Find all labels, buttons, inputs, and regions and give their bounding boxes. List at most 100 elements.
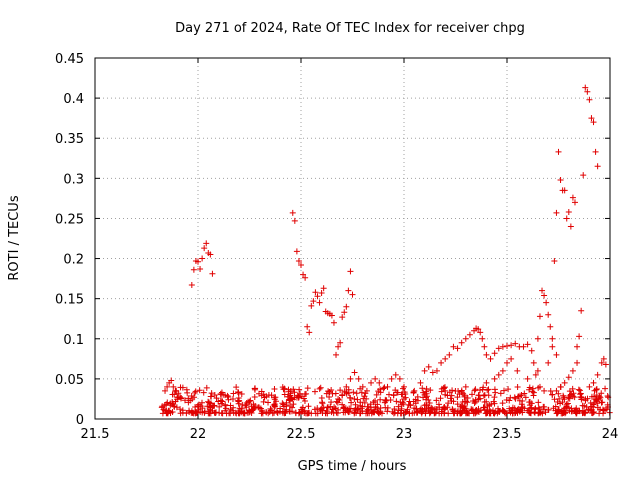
- data-point: [177, 406, 184, 413]
- data-point: [208, 400, 215, 407]
- data-point: [582, 396, 589, 403]
- data-point: [531, 406, 538, 413]
- data-point: [594, 400, 601, 407]
- data-point: [296, 409, 303, 416]
- data-point: [386, 391, 393, 398]
- data-point: [534, 367, 541, 374]
- data-point: [479, 386, 486, 393]
- data-point: [506, 408, 513, 415]
- data-point: [181, 397, 188, 404]
- data-point: [190, 266, 197, 273]
- data-point: [364, 410, 371, 417]
- data-point: [211, 391, 218, 398]
- data-point: [484, 407, 491, 414]
- data-point: [499, 406, 506, 413]
- data-point: [531, 409, 538, 416]
- data-point: [349, 291, 356, 298]
- data-point: [524, 375, 531, 382]
- data-point: [195, 403, 202, 410]
- data-point: [565, 374, 572, 381]
- data-point: [243, 404, 250, 411]
- data-point: [551, 396, 558, 403]
- data-point: [159, 410, 166, 417]
- data-point: [495, 345, 502, 352]
- data-point: [211, 402, 218, 409]
- data-point: [335, 343, 342, 350]
- data-point: [449, 407, 456, 414]
- data-point: [334, 399, 341, 406]
- data-point: [216, 409, 223, 416]
- data-point: [367, 401, 374, 408]
- data-point: [483, 351, 490, 358]
- data-point: [238, 390, 245, 397]
- data-point: [480, 392, 487, 399]
- data-point: [291, 217, 298, 224]
- y-tick-label: 0.05: [55, 373, 84, 388]
- data-point: [285, 386, 292, 393]
- data-point: [549, 343, 556, 350]
- data-point: [560, 394, 567, 401]
- data-point: [198, 399, 205, 406]
- data-point: [492, 409, 499, 416]
- data-point: [410, 398, 417, 405]
- data-point: [347, 394, 354, 401]
- data-point: [324, 404, 331, 411]
- data-point: [580, 172, 587, 179]
- data-point: [287, 397, 294, 404]
- data-point: [207, 251, 214, 258]
- data-point: [260, 398, 267, 405]
- data-point: [183, 410, 190, 417]
- data-point: [535, 384, 542, 391]
- data-point: [557, 384, 564, 391]
- data-point: [332, 390, 339, 397]
- data-point: [506, 397, 513, 404]
- data-point: [584, 88, 591, 95]
- data-point: [293, 248, 300, 255]
- data-point: [163, 401, 170, 408]
- data-point: [376, 379, 383, 386]
- data-point: [333, 351, 340, 358]
- data-point: [423, 396, 430, 403]
- data-point: [529, 385, 536, 392]
- data-point: [600, 410, 607, 417]
- data-point: [192, 403, 199, 410]
- data-point: [555, 390, 562, 397]
- data-point: [507, 394, 514, 401]
- data-point: [283, 402, 290, 409]
- data-point: [295, 257, 302, 264]
- data-point: [389, 408, 396, 415]
- data-point: [403, 408, 410, 415]
- data-point: [203, 240, 210, 247]
- x-tick-label: 23: [396, 427, 413, 442]
- data-point: [514, 409, 521, 416]
- data-point: [250, 406, 257, 413]
- data-point: [579, 402, 586, 409]
- data-point: [590, 408, 597, 415]
- data-point: [479, 335, 486, 342]
- data-point: [590, 379, 597, 386]
- x-tick-label: 24: [602, 427, 619, 442]
- data-point: [233, 384, 240, 391]
- data-point: [528, 405, 535, 412]
- data-point: [454, 401, 461, 408]
- data-point: [384, 408, 391, 415]
- data-point: [348, 399, 355, 406]
- y-tick-label: 0.1: [63, 333, 84, 348]
- data-point: [188, 392, 195, 399]
- data-point: [271, 386, 278, 393]
- data-point: [524, 407, 531, 414]
- data-point: [592, 148, 599, 155]
- data-point: [326, 394, 333, 401]
- data-point: [391, 409, 398, 416]
- data-point: [201, 408, 208, 415]
- data-point: [220, 391, 227, 398]
- data-point: [371, 408, 378, 415]
- data-point: [227, 406, 234, 413]
- data-point: [410, 389, 417, 396]
- data-point: [271, 403, 278, 410]
- data-point: [553, 209, 560, 216]
- data-points: [158, 84, 613, 417]
- data-point: [602, 361, 609, 368]
- data-point: [598, 399, 605, 406]
- data-point: [532, 371, 539, 378]
